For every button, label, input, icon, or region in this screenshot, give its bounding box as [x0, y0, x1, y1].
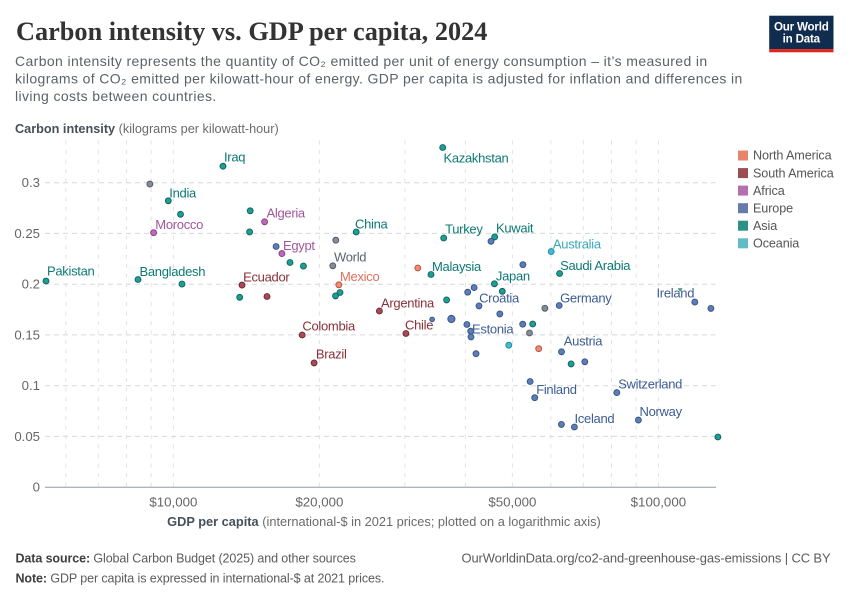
svg-text:Carbon intensity represents th: Carbon intensity represents the quantity…: [15, 53, 708, 69]
svg-text:Kuwait: Kuwait: [496, 221, 534, 236]
svg-text:Algeria: Algeria: [267, 205, 306, 220]
svg-text:0.25: 0.25: [14, 226, 40, 241]
svg-text:Egypt: Egypt: [283, 238, 315, 253]
svg-text:Turkey: Turkey: [445, 221, 483, 236]
svg-text:Norway: Norway: [640, 404, 683, 419]
svg-text:Iceland: Iceland: [575, 411, 615, 426]
svg-text:Australia: Australia: [553, 237, 602, 252]
svg-text:Iraq: Iraq: [224, 149, 245, 164]
svg-text:South America: South America: [753, 166, 834, 180]
svg-text:Note: GDP per capita is expres: Note: GDP per capita is expressed in int…: [16, 572, 385, 586]
svg-text:Carbon intensity vs. GDP per c: Carbon intensity vs. GDP per capita, 202…: [16, 17, 487, 46]
svg-text:Brazil: Brazil: [316, 346, 347, 361]
svg-text:World: World: [334, 249, 366, 264]
svg-text:Africa: Africa: [753, 184, 785, 198]
svg-text:Oceania: Oceania: [753, 237, 799, 251]
svg-text:$20,000: $20,000: [295, 495, 343, 510]
svg-text:kilograms of CO₂ emitted per k: kilograms of CO₂ emitted per kilowatt-ho…: [15, 71, 743, 87]
svg-text:China: China: [355, 216, 389, 231]
svg-text:Our World: Our World: [774, 21, 829, 34]
svg-text:Mexico: Mexico: [340, 269, 379, 284]
svg-text:$10,000: $10,000: [149, 495, 197, 510]
svg-text:Kazakhstan: Kazakhstan: [444, 150, 509, 165]
svg-text:Croatia: Croatia: [479, 290, 520, 305]
svg-text:Germany: Germany: [560, 290, 612, 305]
svg-text:Ireland: Ireland: [657, 285, 695, 300]
svg-text:0: 0: [33, 480, 40, 495]
svg-text:$100,000: $100,000: [631, 495, 686, 510]
svg-text:Ecuador: Ecuador: [243, 270, 290, 285]
svg-text:Japan: Japan: [496, 269, 530, 284]
svg-text:Argentina: Argentina: [381, 295, 435, 310]
svg-text:Finland: Finland: [536, 382, 577, 397]
svg-text:Europe: Europe: [753, 201, 793, 215]
svg-text:0.05: 0.05: [14, 429, 40, 444]
svg-text:OurWorldinData.org/co2-and-gre: OurWorldinData.org/co2-and-greenhouse-ga…: [462, 550, 831, 565]
svg-text:0.2: 0.2: [22, 277, 40, 292]
svg-text:North America: North America: [753, 149, 832, 163]
svg-text:Malaysia: Malaysia: [432, 259, 482, 274]
svg-text:0.1: 0.1: [22, 378, 40, 393]
svg-text:Colombia: Colombia: [302, 318, 356, 333]
svg-text:GDP per capita (international-: GDP per capita (international-$ in 2021 …: [167, 514, 601, 529]
svg-text:Morocco: Morocco: [155, 217, 203, 232]
svg-text:Data source: Global Carbon Bud: Data source: Global Carbon Budget (2025)…: [16, 551, 356, 565]
svg-text:Switzerland: Switzerland: [618, 376, 682, 391]
svg-text:0.3: 0.3: [22, 175, 40, 190]
svg-text:living costs between countries: living costs between countries.: [15, 88, 217, 104]
svg-text:Saudi Arabia: Saudi Arabia: [560, 258, 631, 273]
svg-text:Chile: Chile: [405, 318, 433, 333]
svg-text:Pakistan: Pakistan: [47, 263, 95, 278]
svg-text:Bangladesh: Bangladesh: [140, 264, 206, 279]
svg-text:Carbon intensity (kilograms pe: Carbon intensity (kilograms per kilowatt…: [15, 122, 279, 136]
svg-text:$50,000: $50,000: [488, 495, 536, 510]
svg-text:Austria: Austria: [564, 334, 603, 349]
svg-text:Estonia: Estonia: [472, 321, 514, 336]
svg-text:Asia: Asia: [753, 219, 777, 233]
svg-text:0.15: 0.15: [14, 327, 40, 342]
svg-text:in Data: in Data: [783, 33, 821, 46]
svg-text:India: India: [169, 185, 197, 200]
